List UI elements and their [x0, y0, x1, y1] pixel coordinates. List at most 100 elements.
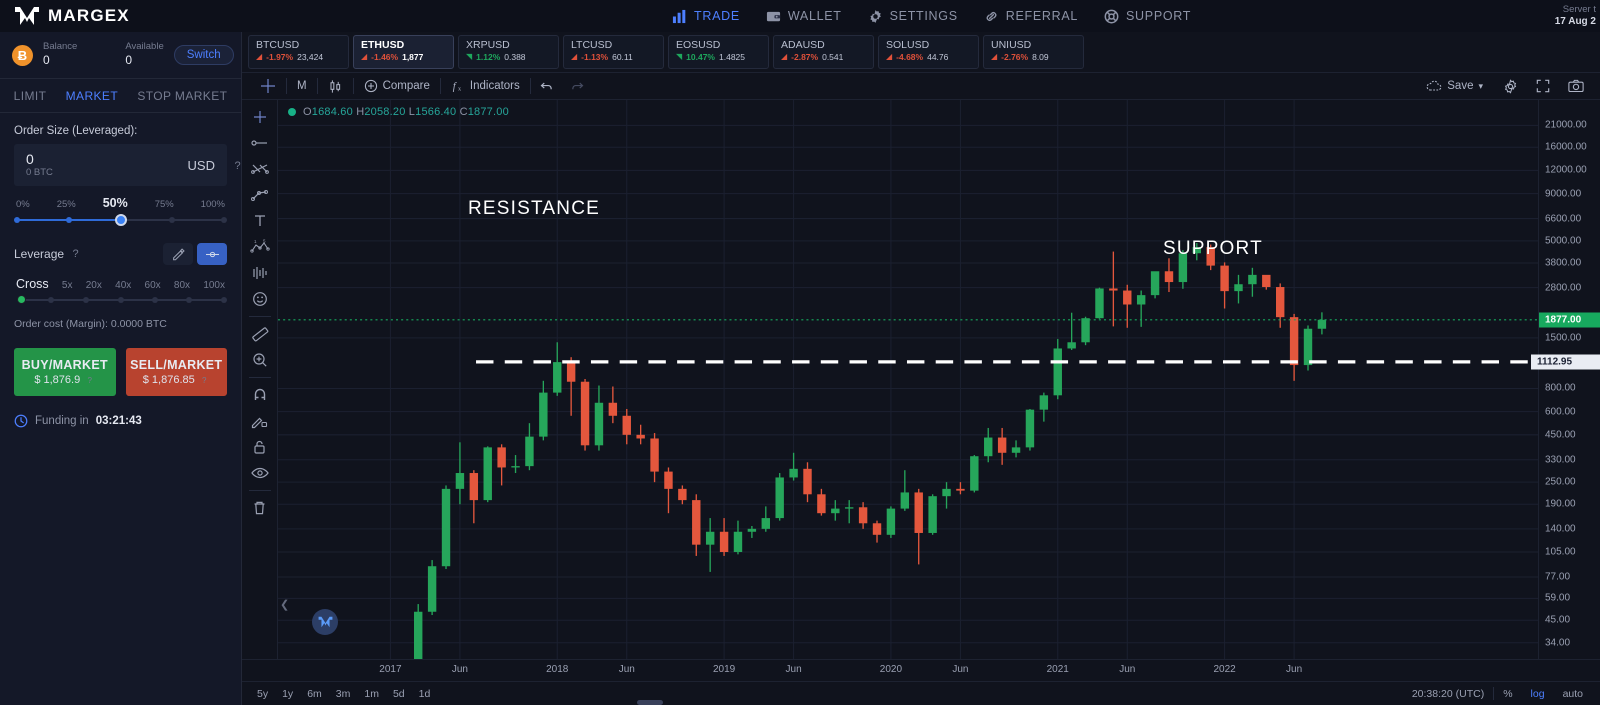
undo-button[interactable] [531, 72, 562, 100]
horizontal-scrollbar[interactable] [637, 700, 663, 705]
nav-item-trade[interactable]: TRADE [672, 9, 740, 24]
indicators-button[interactable]: f x Indicators [441, 72, 530, 100]
leverage-slider[interactable] [17, 294, 227, 306]
arrow-down-icon: ◢ [256, 52, 263, 61]
timeframe-3m[interactable]: 3m [335, 687, 351, 700]
elliott-wave-tool-button[interactable]: 1 5 [246, 234, 274, 260]
ticker-uniusd[interactable]: UNIUSD ◢ -2.76% 8.09 [983, 35, 1084, 69]
price-tick-label: 450.00 [1545, 429, 1576, 441]
size-node-25[interactable] [65, 217, 72, 223]
ticker-ethusd[interactable]: ETHUSD ◢ -1.46% 1,877 [353, 35, 454, 69]
cursor-tool-button[interactable] [246, 104, 274, 130]
server-time: Server t 17 Aug 2 [1555, 4, 1596, 27]
leverage-tick-80x[interactable]: 80x [173, 280, 191, 291]
tab-market[interactable]: MARKET [65, 88, 119, 103]
pencil-icon [172, 247, 185, 260]
ticker-xrpusd[interactable]: XRPUSD ◥ 1.12% 0.388 [458, 35, 559, 69]
chart-style-button[interactable] [318, 72, 353, 100]
buy-help-icon[interactable]: ? [87, 375, 92, 385]
timeframe-1d[interactable]: 1d [418, 687, 431, 700]
drawing-mode-button[interactable] [246, 408, 274, 434]
order-size-help-icon[interactable]: ? [234, 159, 241, 172]
ticker-stats: ◢ -1.13% 60.11 [571, 52, 656, 62]
auto-scale-button[interactable]: auto [1562, 687, 1583, 700]
buy-market-button[interactable]: BUY/MARKET $ 1,876.9 ? [14, 348, 116, 396]
log-scale-button[interactable]: log [1530, 687, 1545, 700]
leverage-help-icon[interactable]: ? [72, 248, 79, 260]
redo-button[interactable] [562, 72, 593, 100]
ticker-ltcusd[interactable]: LTCUSD ◢ -1.13% 60.11 [563, 35, 664, 69]
tab-stop-market[interactable]: STOP MARKET [137, 88, 228, 103]
leverage-node-60x[interactable] [151, 297, 158, 303]
timeframe-1y[interactable]: 1y [282, 687, 294, 700]
order-size-input[interactable]: 0 0 BTC USD ? [14, 144, 241, 186]
timeframe-5y[interactable]: 5y [257, 687, 269, 700]
compare-button[interactable]: Compare [354, 72, 440, 100]
leverage-node-5x[interactable] [48, 297, 55, 303]
fib-tool-button[interactable] [246, 156, 274, 182]
leverage-tick-40x[interactable]: 40x [115, 280, 132, 291]
ticker-btcusd[interactable]: BTCUSD ◢ -1.97% 23,424 [248, 35, 349, 69]
zoom-tool-button[interactable] [246, 347, 274, 373]
size-slider[interactable] [14, 213, 227, 227]
brand-logo[interactable]: MARGEX [0, 6, 242, 26]
ticker-solusd[interactable]: SOLUSD ◢ -4.68% 44.76 [878, 35, 979, 69]
ticker-adausd[interactable]: ADAUSD ◢ -2.87% 0.541 [773, 35, 874, 69]
timeframe-5d[interactable]: 5d [392, 687, 405, 700]
sell-market-button[interactable]: SELL/MARKET $ 1,876.85 ? [125, 348, 227, 396]
crosshair-tool-button[interactable] [250, 72, 286, 100]
nav-item-wallet[interactable]: WALLET [766, 9, 842, 24]
hide-drawings-button[interactable] [246, 460, 274, 486]
remove-drawings-button[interactable] [246, 495, 274, 521]
measure-tool-button[interactable] [246, 321, 274, 347]
leverage-node-40x[interactable] [117, 297, 124, 303]
size-node-100[interactable] [221, 217, 227, 223]
nav-item-settings[interactable]: SETTINGS [868, 9, 958, 24]
ruler-icon [251, 327, 268, 342]
percent-scale-button[interactable]: % [1503, 687, 1513, 700]
switch-account-button[interactable]: Switch [173, 45, 234, 65]
emoji-tool-button[interactable] [246, 286, 274, 312]
price-tick-label: 21000.00 [1545, 119, 1587, 131]
nav-item-support[interactable]: SUPPORT [1104, 9, 1191, 24]
leverage-slider-button[interactable] [197, 243, 227, 265]
interval-button[interactable]: M [297, 80, 307, 92]
snapshot-button[interactable] [1560, 72, 1592, 100]
chart-plot[interactable]: O1684.60 H2058.20 L1566.40 C1877.00 RESI… [278, 100, 1538, 659]
text-tool-button[interactable] [246, 208, 274, 234]
time-axis[interactable]: 2017 Jun 2018 Jun 2019 Jun 2020 Jun 2021 Jun 2022 J… [242, 659, 1600, 681]
leverage-node-20x[interactable] [82, 297, 89, 303]
chart-settings-button[interactable] [1495, 72, 1526, 100]
size-node-75[interactable] [169, 217, 176, 223]
patterns-tool-button[interactable] [246, 260, 274, 286]
leverage-tick-100x[interactable]: 100x [203, 280, 225, 291]
leverage-tick-5x[interactable]: 5x [61, 280, 73, 291]
leverage-node-100x[interactable] [221, 297, 227, 303]
save-button[interactable]: Save ▾ [1416, 72, 1493, 100]
ticker-eosusd[interactable]: EOSUSD ◥ 10.47% 1.4825 [668, 35, 769, 69]
sell-help-icon[interactable]: ? [202, 375, 207, 385]
lock-drawings-button[interactable] [246, 434, 274, 460]
leverage-tick-60x[interactable]: 60x [144, 280, 161, 291]
chevron-down-icon[interactable]: ▾ [1478, 80, 1483, 91]
fullscreen-button[interactable] [1528, 72, 1558, 100]
nav-item-referral[interactable]: REFERRAL [984, 9, 1078, 24]
leverage-tick-cross[interactable]: Cross [16, 277, 49, 291]
polyline-tool-button[interactable] [246, 182, 274, 208]
size-slider-thumb[interactable] [114, 214, 127, 226]
scroll-left-icon[interactable]: ❮ [280, 599, 290, 611]
leverage-edit-button[interactable] [163, 243, 193, 265]
trendline-tool-button[interactable] [246, 130, 274, 156]
price-axis[interactable]: 21000.00 16000.00 12000.00 9000.00 6600.00 50… [1531, 100, 1600, 659]
pencil-lock-icon [251, 417, 268, 429]
timeframe-1m[interactable]: 1m [364, 687, 379, 700]
tab-limit[interactable]: LIMIT [13, 88, 47, 103]
price-tick-label: 105.00 [1545, 546, 1576, 558]
leverage-tick-20x[interactable]: 20x [85, 280, 102, 291]
timeframe-6m[interactable]: 6m [307, 687, 322, 700]
leverage-slider-thumb[interactable] [17, 295, 26, 304]
leverage-node-80x[interactable] [186, 297, 193, 303]
toolbar-divider [529, 78, 531, 94]
size-node-0[interactable] [14, 217, 20, 223]
magnet-tool-button[interactable] [246, 382, 274, 408]
